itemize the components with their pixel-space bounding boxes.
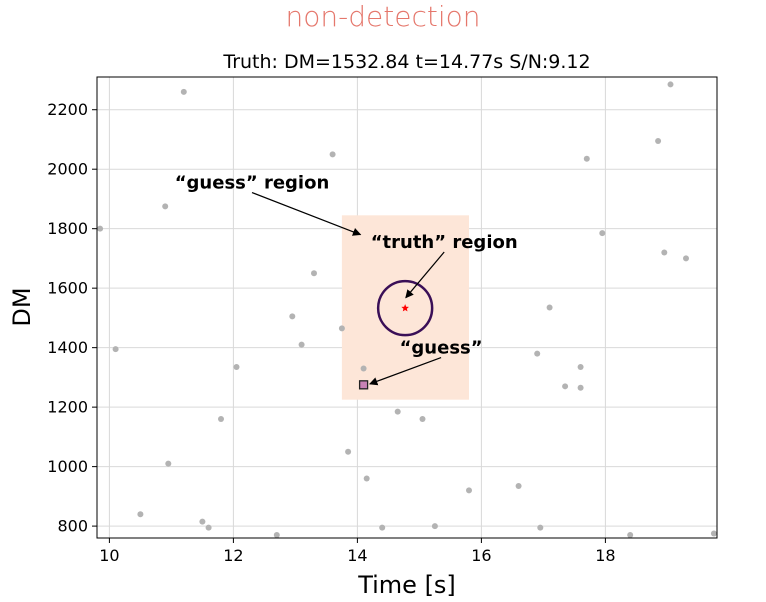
truth-guess-markers <box>358 279 434 390</box>
annotation-arrow <box>405 251 445 299</box>
x-axis-ticks: 10 12 14 16 18 <box>99 538 616 565</box>
data-point <box>661 249 668 256</box>
data-point <box>394 408 401 415</box>
data-point <box>419 416 426 423</box>
chart-title: Truth: DM=1532.84 t=14.77s S/N:9.12 <box>222 51 590 73</box>
data-point <box>162 203 169 210</box>
y-axis-label: DM <box>8 287 36 326</box>
y-tick-label: 2000 <box>47 160 88 179</box>
data-point <box>562 383 569 390</box>
y-tick-label: 1600 <box>47 279 88 298</box>
x-tick-label: 14 <box>347 546 367 565</box>
data-point <box>683 255 689 262</box>
y-tick-label: 1400 <box>47 338 88 357</box>
annotation-layer: “guess” region “truth” region “guess” <box>175 173 518 386</box>
data-point <box>515 482 522 489</box>
data-point <box>180 88 187 95</box>
plot-frame <box>96 76 718 539</box>
data-point <box>165 460 172 467</box>
data-point <box>710 530 717 537</box>
data-point <box>97 225 104 232</box>
x-axis-label: Time [s] <box>357 571 456 599</box>
x-tick-label: 12 <box>223 546 243 565</box>
x-tick-label: 16 <box>471 546 491 565</box>
data-point <box>360 365 367 372</box>
y-tick-label: 1800 <box>47 219 88 238</box>
data-point <box>577 363 584 370</box>
y-tick-label: 2200 <box>47 100 88 119</box>
x-tick-label: 10 <box>99 546 119 565</box>
data-point <box>298 341 305 348</box>
guess-marker <box>358 380 369 390</box>
data-points <box>97 81 717 539</box>
data-point <box>233 363 240 370</box>
data-point <box>379 524 386 531</box>
data-point <box>345 448 352 455</box>
data-point <box>431 523 438 530</box>
data-point <box>599 230 606 237</box>
truth-marker <box>401 304 409 312</box>
data-point <box>363 475 370 482</box>
y-tick-label: 1000 <box>47 457 88 476</box>
y-axis-ticks: 800 1000 1200 1400 1600 1800 2000 2200 <box>47 100 97 536</box>
figure-top-title: non-detection <box>285 0 481 33</box>
annotation-label: “guess” region <box>175 173 330 194</box>
truth-region-circle <box>376 279 434 337</box>
annotation-arrow <box>369 357 442 386</box>
data-point <box>667 81 674 88</box>
data-point <box>534 350 541 357</box>
data-point <box>577 384 584 391</box>
y-tick-label: 800 <box>57 517 88 536</box>
data-point <box>329 151 336 158</box>
data-point <box>112 346 119 353</box>
data-point <box>466 487 472 494</box>
data-point <box>273 532 280 539</box>
data-point <box>137 511 144 518</box>
data-point <box>289 313 296 320</box>
data-point <box>218 416 224 423</box>
x-tick-label: 18 <box>595 546 615 565</box>
data-point <box>311 270 317 277</box>
annotation-arrow <box>251 191 362 236</box>
data-point <box>627 532 634 539</box>
data-point <box>205 524 212 531</box>
data-point <box>199 518 206 525</box>
data-point <box>655 137 662 144</box>
data-point <box>537 524 544 531</box>
data-point <box>583 155 590 162</box>
annotation-label: “guess” <box>400 338 483 359</box>
data-point <box>546 304 553 311</box>
y-tick-label: 1200 <box>47 398 88 417</box>
annotation-label: “truth” region <box>371 232 518 253</box>
data-point <box>338 325 345 332</box>
